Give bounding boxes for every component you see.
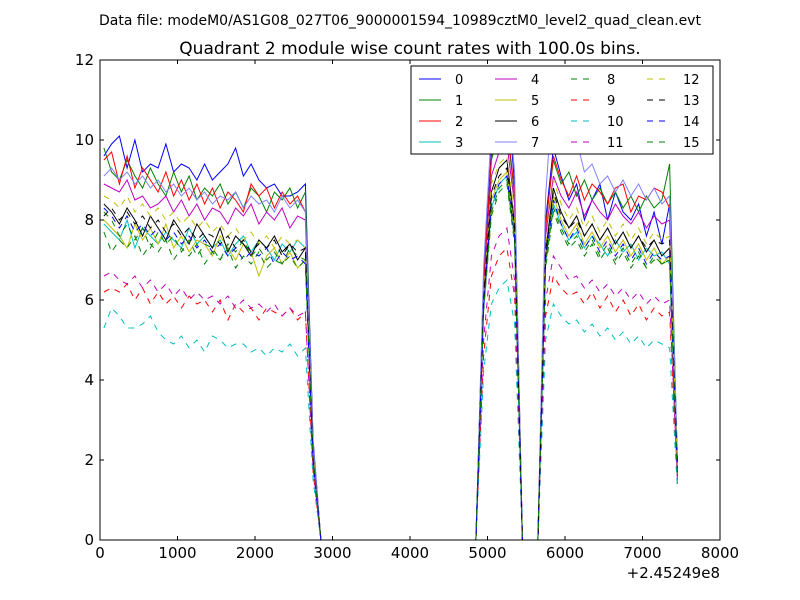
y-tick-label: 2	[84, 451, 94, 469]
legend-label-11: 11	[607, 136, 624, 151]
legend-label-14: 14	[683, 115, 700, 130]
series-line-2	[103, 122, 678, 541]
legend-label-1: 1	[455, 94, 463, 109]
series-line-14	[103, 174, 678, 541]
x-tick-label: 8000	[701, 544, 739, 562]
x-tick-label: 4000	[391, 544, 429, 562]
legend-label-4: 4	[531, 73, 539, 88]
x-tick-label: 2000	[236, 544, 274, 562]
x-tick-label: 5000	[468, 544, 506, 562]
y-tick-label: 6	[84, 291, 94, 309]
axis-ticks: 0 1000 2000 3000 4000 5000 6000 7000 80000246810…	[75, 51, 739, 562]
legend-label-2: 2	[455, 115, 463, 130]
legend-label-5: 5	[531, 94, 539, 109]
x-tick-label: 3000	[313, 544, 351, 562]
figure-suptitle: Data file: modeM0/AS1G08_027T06_90000015…	[99, 13, 701, 29]
series-line-11	[103, 226, 678, 541]
y-tick-label: 4	[84, 371, 94, 389]
legend-box	[410, 65, 714, 155]
y-tick-label: 10	[75, 131, 94, 149]
legend-label-3: 3	[455, 136, 463, 151]
x-tick-label: 1000	[158, 544, 196, 562]
series-line-9	[103, 246, 678, 541]
x-tick-label: 7000	[623, 544, 661, 562]
series-line-10	[103, 278, 678, 541]
legend-label-6: 6	[531, 115, 539, 130]
series-line-12	[103, 154, 678, 541]
legend-label-13: 13	[683, 94, 700, 109]
legend-label-0: 0	[455, 73, 463, 88]
series-line-13	[103, 166, 678, 541]
y-tick-label: 12	[75, 51, 94, 69]
series-line-4	[103, 142, 678, 541]
series-line-0	[103, 86, 678, 541]
series-line-5	[103, 170, 678, 541]
x-tick-label: 6000	[546, 544, 584, 562]
legend-label-10: 10	[607, 115, 624, 130]
legend-label-7: 7	[531, 136, 539, 151]
legend-label-9: 9	[607, 94, 615, 109]
x-offset-label: +2.45249e8	[627, 564, 720, 582]
legend-label-15: 15	[683, 136, 700, 151]
legend-label-12: 12	[683, 73, 700, 88]
series-line-6	[103, 158, 678, 541]
chart-title: Quadrant 2 module wise count rates with …	[179, 39, 640, 59]
y-tick-label: 8	[84, 211, 94, 229]
y-tick-label: 0	[84, 531, 94, 549]
series-line-3	[103, 174, 678, 541]
x-tick-label: 0	[95, 544, 105, 562]
legend-label-8: 8	[607, 73, 615, 88]
